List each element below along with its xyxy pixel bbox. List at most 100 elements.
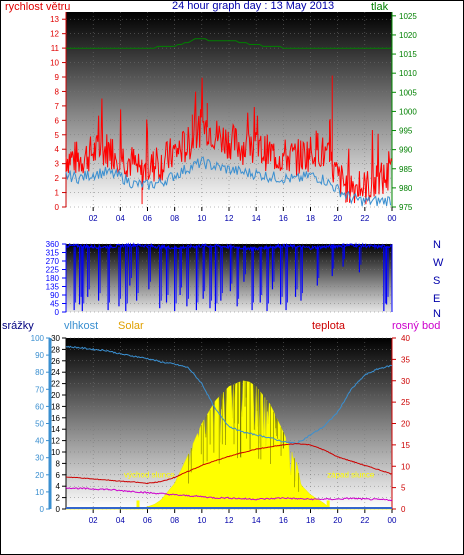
rain-tick-label: 60 xyxy=(35,402,44,411)
direction-tick-label: 0 xyxy=(55,308,60,317)
temperature-label: teplota xyxy=(312,320,346,332)
pressure-tick-label: 1005 xyxy=(399,88,417,97)
humidity-tick-label: 24 xyxy=(51,368,60,377)
climate-x-tick-label: 04 xyxy=(116,516,125,525)
temperature-line xyxy=(65,443,393,485)
humidity-tick-label: 16 xyxy=(51,414,60,423)
rain-tick-label: 40 xyxy=(35,437,44,446)
wind-tick-label: 4 xyxy=(55,145,60,154)
rain-tick-label: 90 xyxy=(35,351,44,360)
graph-title: 24 hour graph day : 13 May 2013 xyxy=(172,0,335,12)
wind-tick-label: 5 xyxy=(55,131,60,140)
wind-x-tick-label: 22 xyxy=(360,214,369,223)
humidity-tick-label: 10 xyxy=(51,448,60,457)
wind-tick-label: 11 xyxy=(51,44,60,53)
climate-x-tick-label: 08 xyxy=(170,516,179,525)
humidity-tick-label: 18 xyxy=(51,402,60,411)
pressure-tick-label: 1015 xyxy=(399,50,417,59)
pressure-tick-label: 980 xyxy=(399,184,413,193)
wind-tick-label: 9 xyxy=(55,73,60,82)
humidity-tick-label: 28 xyxy=(51,345,60,354)
humidity-tick-label: 12 xyxy=(51,437,60,446)
wind-tick-label: 0 xyxy=(55,203,60,212)
rain-tick-label: 70 xyxy=(35,385,44,394)
dew-point-label: rosný bod xyxy=(392,320,441,332)
wind-x-tick-label: 20 xyxy=(333,214,342,223)
direction-tick-label: 180 xyxy=(46,274,60,283)
wind-x-tick-label: 00 xyxy=(388,214,397,223)
humidity-tick-label: 8 xyxy=(56,459,61,468)
climate-x-tick-label: 18 xyxy=(306,516,315,525)
direction-tick-label: 90 xyxy=(50,291,59,300)
climate-x-tick-label: 10 xyxy=(197,516,206,525)
climate-x-tick-label: 12 xyxy=(225,516,234,525)
humidity-tick-label: 20 xyxy=(51,391,60,400)
temp-tick-label: 0 xyxy=(401,505,406,514)
humidity-tick-label: 0 xyxy=(56,505,61,514)
humidity-tick-label: 14 xyxy=(51,425,60,434)
direction-tick-label: 45 xyxy=(50,300,59,309)
humidity-tick-label: 26 xyxy=(51,357,60,366)
temp-tick-label: 10 xyxy=(401,462,410,471)
temp-tick-label: 30 xyxy=(401,377,410,386)
wind-x-tick-label: 12 xyxy=(225,214,234,223)
compass-label-3: E xyxy=(433,293,440,305)
wind-tick-label: 7 xyxy=(55,102,60,111)
direction-line xyxy=(65,242,392,252)
wind-tick-label: 8 xyxy=(55,87,60,96)
wind-speed-label: rychlost větru xyxy=(5,1,71,13)
pressure-tick-label: 1010 xyxy=(399,69,417,78)
temp-tick-label: 15 xyxy=(401,441,410,450)
pressure-tick-label: 1000 xyxy=(399,107,417,116)
climate-x-tick-label: 22 xyxy=(360,516,369,525)
rain-tick-label: 80 xyxy=(35,368,44,377)
wind-tick-label: 10 xyxy=(50,59,59,68)
humidity-tick-label: 2 xyxy=(56,494,61,503)
rain-tick-label: 50 xyxy=(35,420,44,429)
wind-x-tick-label: 08 xyxy=(170,214,179,223)
wind-tick-label: 13 xyxy=(50,15,59,24)
temp-tick-label: 20 xyxy=(401,420,410,429)
temp-tick-label: 5 xyxy=(401,484,406,493)
direction-tick-label: 360 xyxy=(46,240,60,249)
rain-tick-label: 30 xyxy=(35,454,44,463)
wind-tick-label: 12 xyxy=(50,30,59,39)
climate-x-tick-label: 14 xyxy=(252,516,261,525)
pressure-tick-label: 985 xyxy=(399,165,413,174)
direction-tick-label: 135 xyxy=(46,283,60,292)
temp-tick-label: 35 xyxy=(401,355,410,364)
climate-x-tick-label: 02 xyxy=(89,516,98,525)
sunset-label: západ slunce xyxy=(327,471,375,480)
pressure-line xyxy=(66,38,392,49)
wind-x-tick-label: 02 xyxy=(89,214,98,223)
dew-point-line xyxy=(65,486,393,502)
solar-label: Solar xyxy=(118,320,144,332)
wind-x-tick-label: 16 xyxy=(279,214,288,223)
rain-tick-label: 0 xyxy=(40,505,45,514)
wind-x-tick-label: 04 xyxy=(116,214,125,223)
wind-x-tick-label: 06 xyxy=(143,214,152,223)
rain-tick-label: 10 xyxy=(35,488,44,497)
humidity-label: vlhkost xyxy=(64,320,99,332)
wind-tick-label: 1 xyxy=(55,189,60,198)
temp-tick-label: 25 xyxy=(401,398,410,407)
climate-x-tick-label: 16 xyxy=(279,516,288,525)
temp-tick-label: 40 xyxy=(401,334,410,343)
compass-label-0: N xyxy=(433,239,441,251)
direction-tick-label: 270 xyxy=(46,257,60,266)
wind-tick-label: 2 xyxy=(55,174,60,183)
wind-gust-line xyxy=(65,77,393,205)
direction-tick-label: 315 xyxy=(46,249,60,258)
direction-tick-label: 225 xyxy=(46,266,60,275)
rain-label: srážky xyxy=(2,320,34,332)
climate-x-tick-label: 00 xyxy=(388,516,397,525)
climate-x-tick-label: 06 xyxy=(143,516,152,525)
wind-x-tick-label: 14 xyxy=(252,214,261,223)
wind-tick-label: 3 xyxy=(55,160,60,169)
pressure-tick-label: 995 xyxy=(399,127,413,136)
pressure-tick-label: 1020 xyxy=(399,31,417,40)
sunrise-label: východ slunce xyxy=(124,471,175,480)
humidity-tick-label: 30 xyxy=(51,334,60,343)
compass-label-2: S xyxy=(433,275,440,287)
